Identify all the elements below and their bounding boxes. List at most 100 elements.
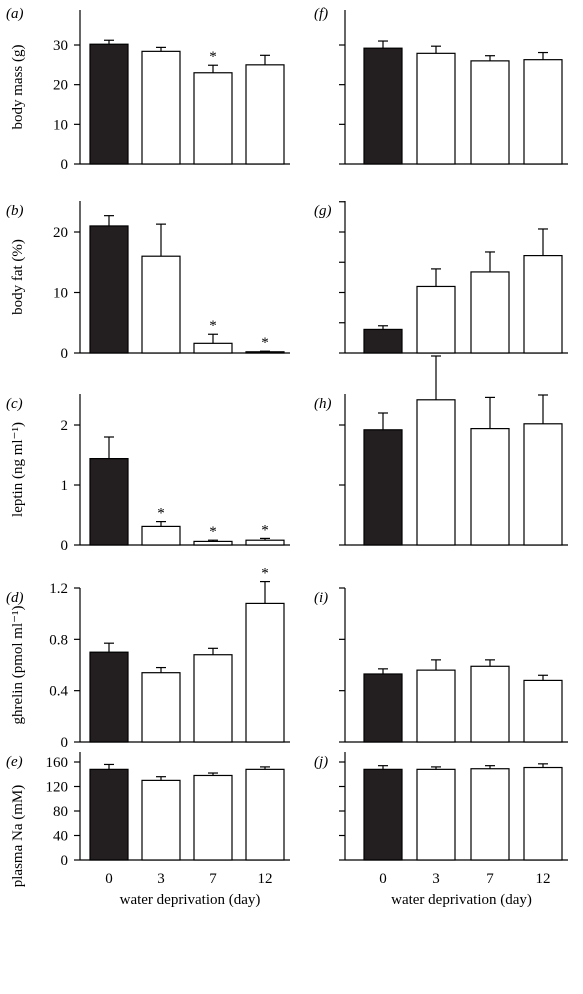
bar-7 [470, 60, 510, 165]
bar-3 [416, 399, 456, 546]
bar-0 [363, 768, 403, 861]
bar-7 [470, 768, 510, 861]
x-tick-label: 7 [209, 871, 217, 887]
bar-12 [245, 539, 285, 546]
bar-3 [141, 50, 181, 165]
bar-0 [89, 651, 129, 743]
bar-3 [141, 525, 181, 546]
y-tick-label: 10 [53, 286, 68, 302]
bar-3 [141, 779, 181, 861]
panel-e: 0 40 80 120 160 (e) plasma Na (mM) 0 3 7 12 water d… [6, 752, 290, 908]
panel-a: 0 10 20 30 (a) body mass (g) * [6, 6, 290, 173]
panel-label: (a) [6, 6, 24, 22]
y-tick-label: 1 [61, 478, 69, 494]
bar-12 [523, 254, 563, 354]
y-tick-label: 120 [46, 780, 69, 796]
bar-0 [89, 225, 129, 354]
bar-0 [363, 47, 403, 165]
panel-label: (e) [6, 754, 23, 770]
x-tick-label: 7 [486, 871, 494, 887]
panel-label: (j) [314, 754, 328, 770]
bar-3 [416, 285, 456, 354]
bar-12 [245, 351, 285, 354]
y-tick-label: 0 [61, 157, 69, 173]
x-axis-label: water deprivation (day) [120, 892, 261, 908]
bar-12 [523, 766, 563, 861]
panel-b: 0 10 20 (b) body fat (%) * * [6, 201, 290, 362]
bar-7 [470, 271, 510, 354]
panel-label: (c) [6, 396, 23, 412]
significance-marker: * [157, 506, 165, 522]
significance-marker: * [261, 522, 269, 538]
bar-3 [416, 669, 456, 743]
bar-12 [245, 64, 285, 165]
y-tick-label: 0 [61, 735, 69, 751]
y-tick-label: 160 [46, 755, 69, 771]
bar-12 [523, 59, 563, 165]
y-tick-label: 0 [61, 853, 69, 869]
panel-label: (b) [6, 203, 24, 219]
panel-label: (d) [6, 590, 24, 606]
bar-0 [89, 458, 129, 546]
bar-7 [193, 72, 233, 165]
x-axis-label: water deprivation (day) [391, 892, 532, 908]
significance-marker: * [209, 49, 217, 65]
significance-marker: * [209, 524, 217, 540]
bar-3 [416, 52, 456, 165]
panel-d: 0 0.4 0.8 1.2 (d)ghrelin (pmol ml⁻¹) * [6, 566, 290, 751]
bar-12 [523, 423, 563, 546]
panel-i: (i) [314, 587, 568, 743]
bar-3 [141, 672, 181, 743]
y-tick-label: 0 [61, 346, 69, 362]
bar-0 [89, 768, 129, 861]
bar-0 [89, 43, 129, 165]
bar-7 [470, 665, 510, 743]
y-tick-label: 30 [53, 38, 68, 54]
significance-marker: * [209, 318, 217, 334]
bar-3 [416, 768, 456, 861]
y-tick-label: 1.2 [49, 581, 68, 597]
panel-c: 0 1 2 (c) leptin (ng ml⁻¹) * * * [6, 394, 290, 554]
y-axis-label: body mass (g) [10, 45, 26, 130]
x-tick-label: 12 [536, 871, 551, 887]
panel-g: (g) [314, 201, 568, 354]
significance-marker: * [261, 566, 269, 582]
x-tick-label: 0 [105, 871, 113, 887]
bar-0 [363, 328, 403, 354]
y-tick-label: 20 [53, 225, 68, 241]
panel-label: (f) [314, 6, 328, 22]
bar-0 [363, 429, 403, 546]
panel-label: (g) [314, 203, 332, 219]
y-tick-label: 80 [53, 804, 68, 820]
bar-7 [193, 342, 233, 354]
y-axis-label: leptin (ng ml⁻¹) [10, 422, 26, 517]
y-axis-label: ghrelin (pmol ml⁻¹) [10, 605, 26, 724]
y-tick-label: 20 [53, 78, 68, 94]
y-tick-label: 40 [53, 829, 68, 845]
bar-12 [245, 768, 285, 861]
panel-label: (h) [314, 396, 332, 412]
x-tick-label: 0 [379, 871, 387, 887]
bar-3 [141, 255, 181, 354]
bar-12 [245, 602, 285, 743]
bar-7 [193, 540, 233, 546]
x-tick-label: 12 [258, 871, 273, 887]
x-tick-label: 3 [432, 871, 440, 887]
panel-f: (f) [314, 6, 568, 165]
y-axis-label: body fat (%) [10, 239, 26, 315]
bar-0 [363, 673, 403, 743]
y-tick-label: 0.8 [49, 632, 68, 648]
bar-12 [523, 679, 563, 743]
y-tick-label: 0.4 [49, 684, 68, 700]
panel-label: (i) [314, 590, 328, 606]
bar-7 [470, 428, 510, 546]
significance-marker: * [261, 335, 269, 351]
y-tick-label: 0 [61, 538, 69, 554]
x-tick-label: 3 [157, 871, 165, 887]
y-axis-label: plasma Na (mM) [10, 785, 26, 887]
y-tick-label: 2 [61, 418, 69, 434]
bar-7 [193, 654, 233, 743]
y-tick-label: 10 [53, 117, 68, 133]
